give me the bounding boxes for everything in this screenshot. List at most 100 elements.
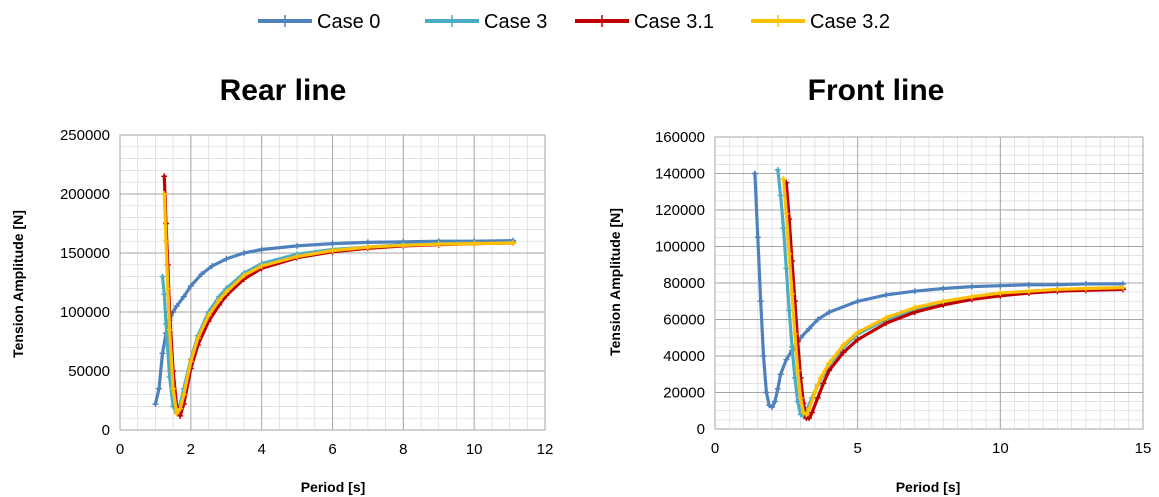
x-axis-label: Period [s] <box>896 479 961 495</box>
data-point <box>783 356 790 363</box>
data-point <box>1025 281 1032 288</box>
data-point <box>854 329 861 336</box>
data-point <box>814 316 821 323</box>
data-point <box>809 409 816 416</box>
data-point <box>794 367 801 374</box>
data-point <box>173 303 180 310</box>
data-point <box>780 225 787 232</box>
y-tick-label: 160000 <box>655 129 705 146</box>
data-point <box>806 405 813 412</box>
legend-item: Case 0 <box>258 11 380 33</box>
data-point <box>968 293 975 300</box>
data-point <box>883 314 890 321</box>
data-point <box>187 358 194 365</box>
chart-title: Rear line <box>220 74 347 107</box>
y-tick-label: 100000 <box>655 239 705 256</box>
y-tick-label: 80000 <box>663 275 705 292</box>
data-point <box>786 307 793 314</box>
data-point <box>751 170 758 177</box>
data-point <box>163 238 170 245</box>
data-point <box>364 244 371 251</box>
data-point <box>187 283 194 290</box>
y-tick-label: 0 <box>102 422 110 439</box>
data-point <box>1082 285 1089 292</box>
data-point <box>840 349 847 356</box>
data-point <box>763 389 770 396</box>
data-point <box>161 291 168 298</box>
legend-label: Case 0 <box>317 11 380 33</box>
legend-item: Case 3 <box>425 11 547 33</box>
data-point <box>791 331 798 338</box>
x-tick-label: 10 <box>992 440 1009 457</box>
data-point <box>783 210 790 217</box>
data-point <box>797 394 804 401</box>
data-point <box>194 334 201 341</box>
y-tick-label: 20000 <box>663 385 705 402</box>
data-point <box>760 353 767 359</box>
y-tick-label: 60000 <box>663 312 705 329</box>
data-point <box>757 298 764 305</box>
x-tick-label: 15 <box>1135 440 1152 457</box>
data-point <box>811 389 818 396</box>
data-point <box>997 282 1004 289</box>
data-point <box>180 391 187 398</box>
y-tick-label: 140000 <box>655 166 705 183</box>
x-tick-label: 0 <box>116 441 124 458</box>
data-point <box>152 401 159 408</box>
y-tick-label: 100000 <box>60 304 110 321</box>
data-point <box>435 241 442 248</box>
y-tick-label: 40000 <box>663 348 705 365</box>
data-point <box>854 336 861 343</box>
rear-line-chart: Rear line Period [s] Tension Amplitude [… <box>10 74 553 495</box>
data-point <box>826 367 833 374</box>
data-point <box>198 271 205 278</box>
data-point <box>789 343 796 350</box>
data-point <box>883 320 890 327</box>
series-case-0 <box>751 170 1127 411</box>
y-axis-label: Tension Amplitude [N] <box>10 210 26 358</box>
chart-title: Front line <box>808 74 945 107</box>
series-case-3-2 <box>780 175 1127 418</box>
data-point <box>223 255 230 262</box>
x-tick-label: 0 <box>711 440 719 457</box>
data-point <box>294 253 301 260</box>
data-point <box>1025 288 1032 295</box>
data-point <box>205 312 212 319</box>
data-point <box>826 360 833 367</box>
data-point <box>820 380 827 387</box>
series-line <box>162 192 515 416</box>
data-point <box>854 298 861 305</box>
series-line <box>781 177 1125 416</box>
data-point <box>161 191 168 197</box>
grid <box>119 134 546 431</box>
data-point <box>769 404 776 411</box>
data-point <box>400 242 407 249</box>
series-group <box>751 166 1127 422</box>
data-point <box>883 291 890 298</box>
x-tick-label: 4 <box>257 441 265 458</box>
x-tick-label: 8 <box>399 441 407 458</box>
data-point <box>774 385 781 392</box>
data-point <box>240 272 247 279</box>
front-line-chart: Front line Period [s] Tension Amplitude … <box>607 74 1151 495</box>
data-point <box>803 411 810 418</box>
x-tick-label: 6 <box>328 441 336 458</box>
data-point <box>777 192 784 199</box>
data-point <box>329 240 336 247</box>
x-tick-label: 2 <box>187 441 195 458</box>
x-tick-label: 12 <box>537 441 554 458</box>
data-point <box>911 304 918 311</box>
data-point <box>173 410 180 417</box>
data-point <box>911 288 918 295</box>
data-point <box>177 412 184 419</box>
data-point <box>806 325 813 332</box>
data-point <box>780 175 787 182</box>
data-point <box>940 298 947 305</box>
data-point <box>164 285 171 292</box>
series-case-3-2 <box>161 191 517 417</box>
data-point <box>968 283 975 290</box>
data-point <box>240 250 247 256</box>
data-point <box>814 394 821 401</box>
data-point <box>166 326 173 333</box>
